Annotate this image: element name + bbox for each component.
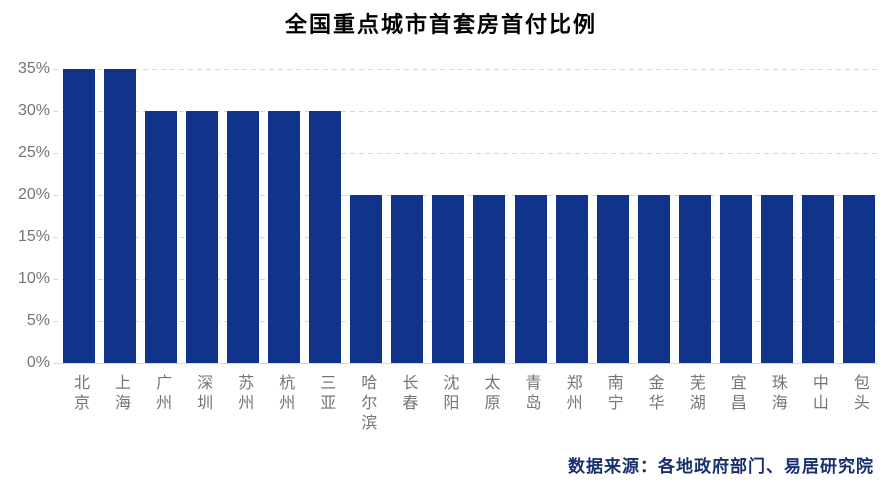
bar [104,69,137,363]
bar [227,111,260,363]
x-tick-label-text: 包头 [850,374,868,414]
gridline [53,237,878,238]
bar [719,195,752,363]
x-tick-label-text: 广州 [153,374,171,414]
source-note: 数据来源：各地政府部门、易居研究院 [568,457,874,476]
x-tick-label-text: 芜湖 [686,374,704,414]
x-tick-label: 杭州 [268,374,300,434]
gridline [53,111,878,112]
x-tick-label: 长春 [391,374,423,434]
x-tick-label-text: 郑州 [563,374,581,414]
bar [555,195,588,363]
x-tick-label: 北京 [63,374,95,434]
x-tick-label: 沈阳 [432,374,464,434]
x-tick-label-text: 中山 [809,374,827,414]
bar [350,195,383,363]
x-tick-label: 广州 [145,374,177,434]
y-tick-label: 35% [17,60,50,77]
bar [801,195,834,363]
x-tick-label-text: 哈尔滨 [358,374,376,434]
x-tick-label: 金华 [638,374,670,434]
x-tick-label-text: 北京 [71,374,88,414]
gridline [53,279,878,280]
bar [268,111,301,363]
gridline [53,195,878,196]
bar [842,195,875,363]
x-tick-label-text: 深圳 [194,374,212,414]
x-tick-label: 苏州 [227,374,259,434]
bar [514,195,547,363]
y-axis-labels: 0% 5% 10% 15% 20% 25% 30% 35% [0,60,50,371]
bar [760,195,793,363]
bar [637,195,670,363]
y-tick-label: 5% [26,312,50,329]
y-tick-label: 30% [17,102,50,119]
bar [432,195,465,363]
x-tick-label: 深圳 [186,374,218,434]
bar [391,195,424,363]
gridline [53,153,878,154]
x-tick-label: 上海 [104,374,136,434]
gridline [53,69,878,70]
chart-title: 全国重点城市首套房首付比例 [284,12,597,37]
gridline [53,321,878,322]
x-tick-label-text: 长春 [399,374,417,414]
x-tick-label: 哈尔滨 [350,374,382,434]
y-tick-label: 10% [17,270,50,287]
x-tick-label: 珠海 [761,374,793,434]
x-tick-label-text: 宜昌 [727,374,745,414]
bar [678,195,711,363]
x-tick-label-text: 南宁 [604,374,622,414]
x-tick-label: 包头 [843,374,875,434]
x-tick-label-text: 三亚 [317,374,335,414]
x-tick-label: 中山 [802,374,834,434]
x-tick-label: 太原 [473,374,505,434]
x-tick-label-text: 上海 [112,374,130,414]
x-tick-label: 南宁 [597,374,629,434]
x-tick-label-text: 金华 [645,374,663,414]
bar [145,111,178,363]
y-tick-label: 20% [17,186,50,203]
x-tick-label: 芜湖 [679,374,711,434]
bar [473,195,506,363]
bar [309,111,342,363]
x-tick-label-text: 青岛 [522,374,540,414]
x-tick-label-text: 苏州 [235,374,253,414]
y-tick-label: 0% [26,354,50,371]
plot-area [53,69,878,364]
x-tick-label-text: 杭州 [276,374,294,414]
bar [186,111,219,363]
bar-series [60,69,878,363]
y-tick-label: 25% [17,144,50,161]
x-tick-label: 宜昌 [720,374,752,434]
bar [63,69,95,363]
bar [596,195,629,363]
x-tick-label: 青岛 [515,374,547,434]
y-tick-label: 15% [17,228,50,245]
x-tick-label: 郑州 [556,374,588,434]
x-tick-label: 三亚 [309,374,341,434]
x-tick-label-text: 珠海 [768,374,786,414]
y-axis-zero-tick [53,363,60,364]
x-tick-label-text: 太原 [481,374,499,414]
x-axis-labels: 北京 上海 广州 深圳 苏州 杭州 三亚 哈尔滨 长春 沈阳 太原 青岛 郑州 南宁 金华 芜湖 宜昌 珠海 中山包… [60,374,878,434]
x-tick-label-text: 沈阳 [440,374,458,414]
